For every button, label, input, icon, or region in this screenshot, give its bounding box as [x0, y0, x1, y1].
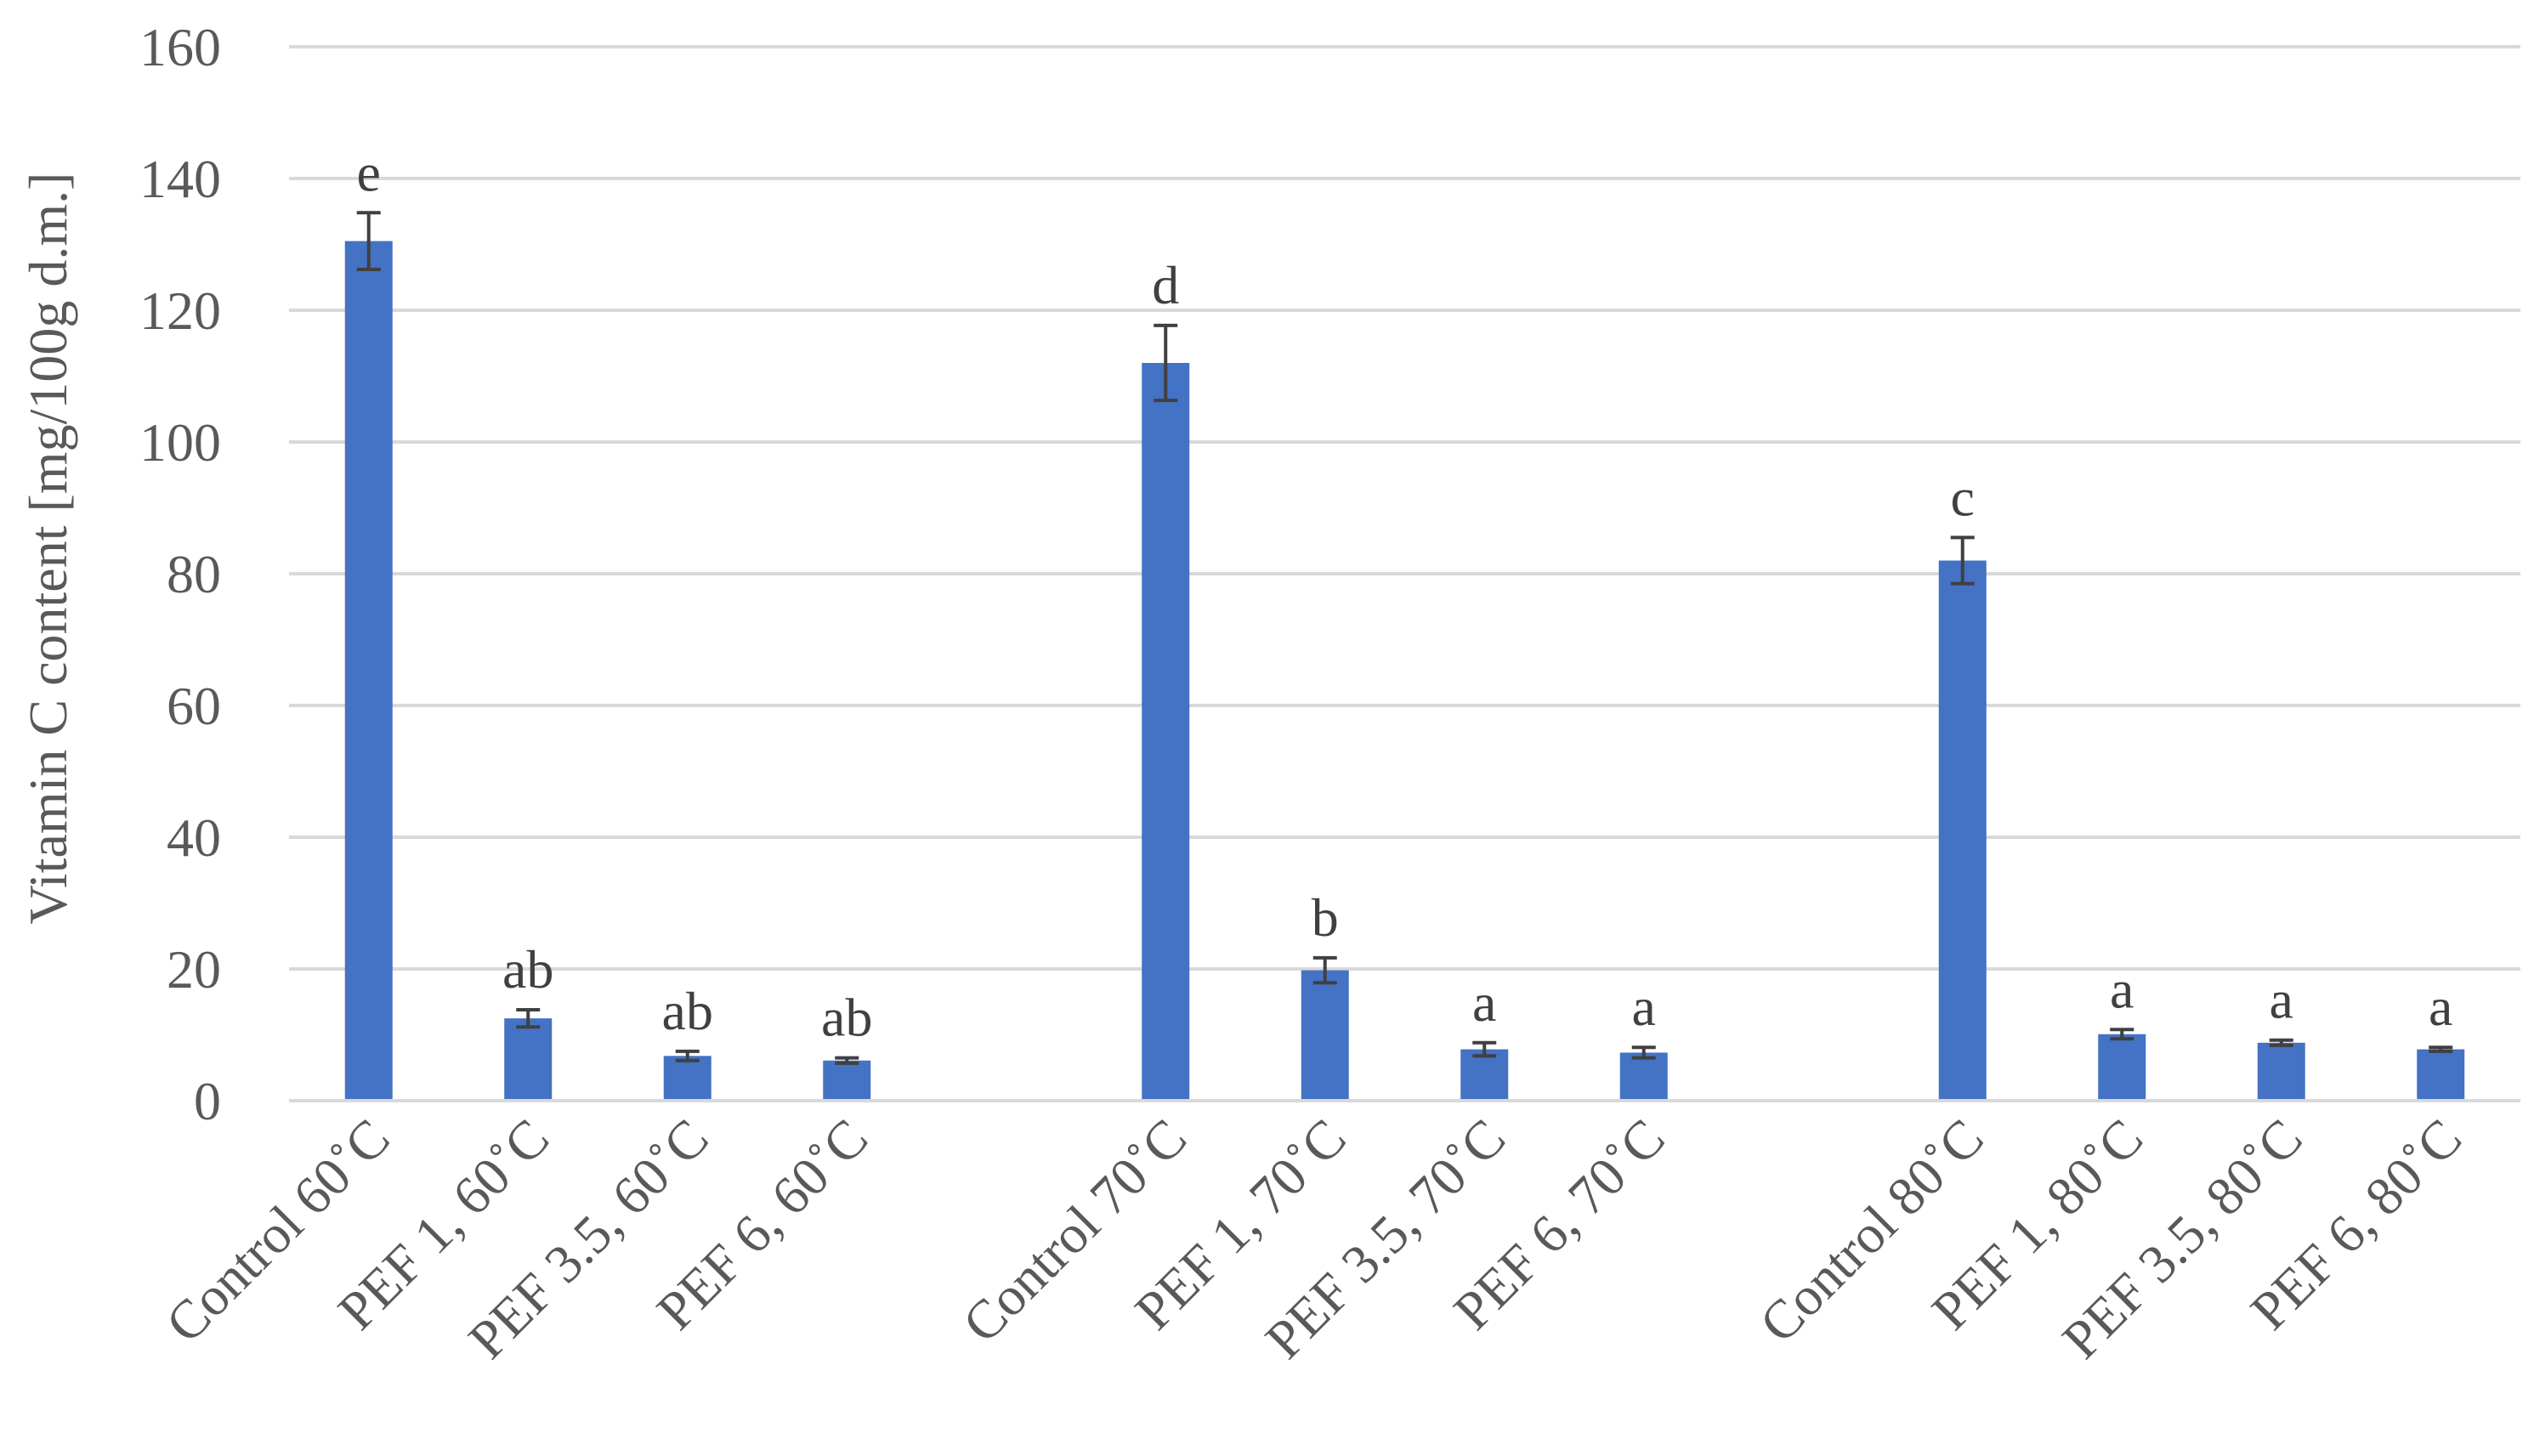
significance-letter-0: e — [357, 142, 381, 202]
significance-letter-5: b — [1312, 887, 1339, 948]
y-tick-label-60: 60 — [167, 676, 221, 736]
bar-4 — [1142, 363, 1190, 1101]
y-axis-ticks: 0 20 40 60 80 100 120 140 160 — [139, 17, 221, 1131]
bar-1 — [504, 1018, 553, 1101]
gridlines — [289, 45, 2520, 971]
significance-letter-7: a — [1632, 977, 1656, 1037]
error-bar-0 — [356, 211, 381, 271]
error-bar-5 — [1312, 955, 1337, 985]
y-tick-label-40: 40 — [167, 807, 221, 868]
significance-letter-3: ab — [821, 988, 872, 1048]
y-tick-label-140: 140 — [139, 149, 221, 209]
y-axis-label: Vitamin C content [mg/100g d.m.] — [18, 173, 78, 925]
bar-10 — [2257, 1042, 2305, 1101]
significance-letter-8: c — [1951, 467, 1975, 527]
significance-letter-6: a — [1472, 972, 1496, 1033]
bar-11 — [2417, 1049, 2465, 1101]
y-tick-label-160: 160 — [139, 17, 221, 77]
error-bar-11 — [2429, 1045, 2453, 1053]
error-bar-6 — [1472, 1040, 1497, 1058]
bar-6 — [1460, 1049, 1509, 1101]
bar-2 — [663, 1056, 711, 1101]
y-tick-label-0: 0 — [194, 1071, 221, 1131]
significance-letter-1: ab — [502, 939, 553, 1000]
bar-3 — [823, 1060, 871, 1101]
significance-letter-2: ab — [662, 981, 713, 1041]
error-bar-8 — [1950, 535, 1975, 586]
error-bars — [356, 211, 2453, 1065]
significance-letter-10: a — [2270, 970, 2293, 1030]
error-bar-9 — [2110, 1028, 2134, 1041]
bar-5 — [1301, 970, 1349, 1101]
y-tick-label-120: 120 — [139, 280, 221, 341]
bars — [344, 241, 2465, 1101]
error-bar-7 — [1631, 1045, 1656, 1060]
error-bar-2 — [675, 1049, 700, 1062]
y-tick-label-100: 100 — [139, 412, 221, 473]
significance-letter-9: a — [2110, 959, 2134, 1019]
bar-7 — [1619, 1052, 1668, 1101]
significance-letters: e ab ab ab d b a a c a a a — [357, 142, 2453, 1047]
significance-letter-11: a — [2429, 977, 2452, 1037]
y-tick-label-20: 20 — [167, 939, 221, 1000]
error-bar-10 — [2269, 1038, 2293, 1047]
error-bar-3 — [835, 1056, 859, 1065]
error-bar-1 — [516, 1008, 541, 1029]
bar-0 — [344, 241, 393, 1101]
bar-9 — [2098, 1034, 2146, 1101]
bar-8 — [1938, 560, 1987, 1101]
significance-letter-4: d — [1152, 255, 1179, 315]
error-bar-4 — [1154, 323, 1178, 403]
y-tick-label-80: 80 — [167, 544, 221, 604]
